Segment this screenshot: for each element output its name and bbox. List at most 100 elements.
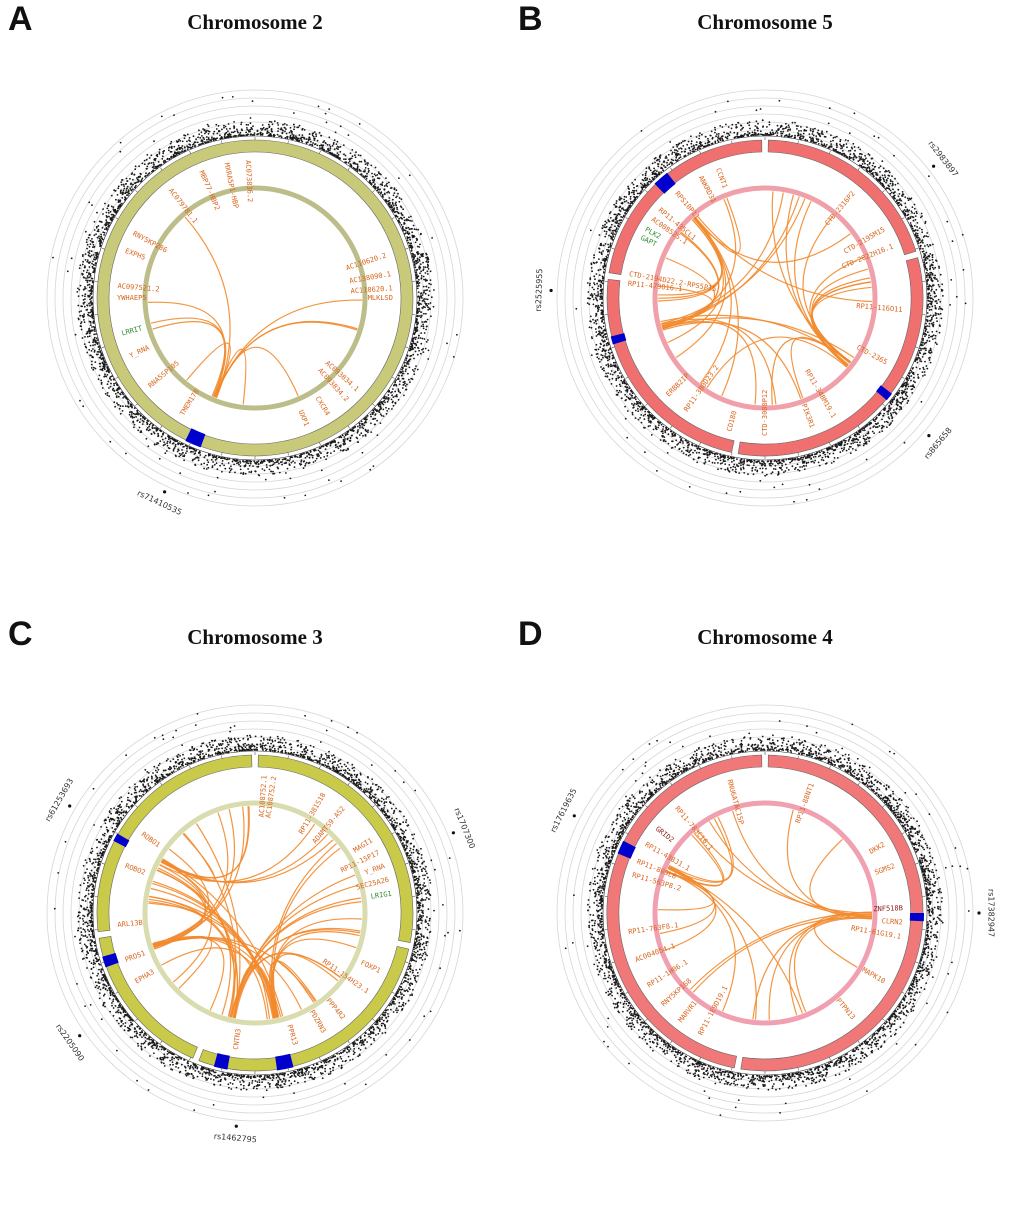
snp-point [285, 472, 287, 474]
snp-point [603, 257, 606, 260]
snp-point [422, 325, 425, 328]
snp-point [314, 460, 317, 462]
snp-point [179, 472, 182, 474]
snp-point [286, 136, 289, 138]
snp-point [119, 203, 122, 206]
snp-point [709, 134, 712, 137]
snp-point [606, 357, 609, 360]
snp-point [780, 466, 782, 469]
snp-point [377, 403, 380, 406]
snp-point [425, 285, 428, 288]
snp-point [843, 444, 846, 447]
snp-point [257, 463, 260, 466]
snp-point [817, 138, 820, 141]
gene-label: AC110620.2 [345, 252, 388, 273]
snp-point [130, 413, 133, 415]
snp-point [938, 308, 940, 310]
tick-mark [115, 217, 119, 220]
snp-point [595, 298, 598, 301]
snp-point [605, 255, 608, 258]
snp-point [387, 394, 390, 396]
snp-point [274, 458, 277, 461]
snp-point [382, 400, 384, 403]
snp-point [416, 251, 419, 254]
snp-point [605, 230, 608, 233]
snp-point [429, 270, 432, 273]
snp-point [848, 150, 850, 152]
snp-point [763, 462, 766, 465]
snp-point [126, 180, 128, 183]
snp-point [392, 204, 395, 207]
snp-point [925, 322, 927, 325]
snp-point [90, 367, 93, 369]
snp-point [864, 162, 866, 165]
snp-point [662, 432, 664, 435]
snp-point [732, 465, 735, 468]
snp-point [335, 147, 338, 150]
snp-point [89, 274, 92, 277]
snp-point [287, 459, 289, 461]
snp-point [848, 157, 851, 160]
snp-point [426, 298, 429, 301]
snp-point [100, 352, 103, 355]
snp-point [177, 140, 180, 143]
snp-point [91, 281, 94, 284]
snp-point [765, 467, 767, 470]
snp-point [424, 279, 427, 281]
snp-point [618, 383, 621, 386]
snp-point [723, 454, 725, 457]
snp-point [92, 322, 95, 324]
snp-point [291, 456, 294, 459]
snp-point [596, 333, 599, 336]
snp-point [881, 426, 884, 429]
snp-point [410, 247, 413, 250]
snp-point [92, 243, 95, 246]
snp-point [918, 227, 921, 230]
panel-letter: A [8, 0, 33, 38]
snp-point [105, 219, 108, 222]
snp-point [845, 156, 848, 158]
snp-point [714, 129, 717, 131]
snp-point [377, 171, 380, 174]
snp-point [729, 131, 732, 133]
snp-point [113, 210, 116, 213]
snp-point [891, 175, 893, 178]
snp-point [399, 205, 402, 208]
snp-point [105, 221, 108, 223]
snp-point [418, 349, 420, 352]
snp-point [389, 201, 391, 204]
snp-point [121, 193, 124, 196]
snp-point [404, 385, 407, 387]
snp-point [868, 436, 871, 439]
snp-point [228, 458, 231, 460]
snp-point [635, 189, 638, 192]
snp-point [394, 214, 397, 217]
snp-point [866, 432, 869, 435]
snp-point [664, 431, 667, 434]
snp-point [829, 145, 832, 147]
snp-point [424, 272, 427, 274]
snp-point [116, 389, 118, 392]
snp-point [914, 381, 916, 384]
snp-point [379, 192, 382, 195]
snp-point [216, 137, 219, 139]
snp-point [360, 432, 363, 435]
snp-point [785, 134, 788, 136]
snp-point [365, 419, 367, 421]
snp-point [636, 192, 639, 195]
snp-point [776, 132, 779, 134]
snp-point [601, 354, 604, 357]
snp-point [88, 262, 90, 264]
snp-point [605, 338, 608, 341]
snp-point [254, 470, 257, 473]
snp-point [814, 127, 816, 130]
snp-point [899, 396, 902, 399]
snp-point [912, 216, 915, 219]
gene-label: YWHAEP5 [117, 294, 147, 302]
snp-point [129, 183, 132, 186]
snp-marker [163, 490, 167, 494]
snp-point [248, 464, 251, 467]
snp-point [951, 240, 954, 243]
snp-point [297, 137, 300, 140]
snp-point [807, 461, 810, 464]
